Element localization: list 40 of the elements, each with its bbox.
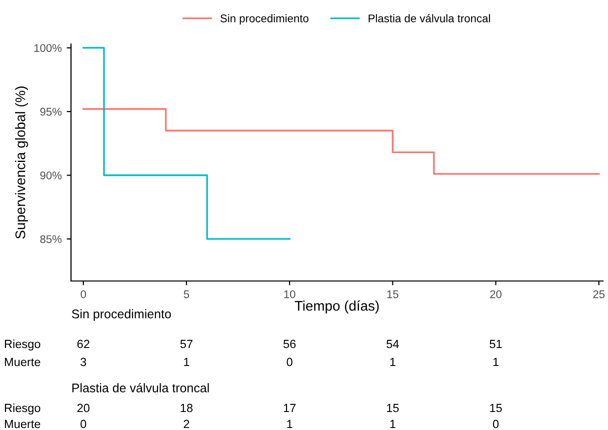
legend-label: Sin procedimiento: [220, 14, 308, 25]
y-tick-label: 100%: [34, 44, 62, 52]
text: Muerte: [4, 420, 40, 428]
text: 57: [180, 340, 192, 348]
text: 1: [287, 420, 292, 428]
x-tick-label: 0: [80, 290, 86, 298]
text: 54: [386, 340, 399, 348]
text: 56: [283, 340, 296, 348]
text: 62: [77, 340, 90, 348]
text: 1: [390, 358, 396, 366]
text: 0: [492, 420, 499, 428]
text: Muerte: [4, 358, 40, 366]
text: 18: [180, 404, 193, 412]
text: Sin procedimiento: [72, 309, 171, 321]
text: 1: [184, 358, 190, 366]
text: 2: [184, 420, 190, 428]
x-tick-label: 20: [490, 290, 502, 298]
text: 1: [493, 358, 498, 366]
text: 20: [77, 404, 90, 412]
x-tick-label: 25: [593, 290, 605, 298]
text: 51: [490, 340, 502, 348]
text: 17: [284, 404, 296, 412]
text: 0: [80, 420, 86, 428]
text: 15: [490, 404, 502, 412]
x-axis-title: Tiempo (días): [294, 300, 379, 314]
text: 15: [387, 404, 399, 412]
text: Riesgo: [4, 403, 40, 415]
y-axis-title: Supervivencia global (%): [15, 86, 28, 239]
x-tick-label: 5: [184, 290, 190, 298]
text: 0: [286, 358, 292, 366]
text: Plastia de válvula troncal: [72, 383, 209, 392]
x-tick-label: 10: [284, 290, 296, 298]
text: 3: [80, 358, 86, 366]
y-tick-label: 85%: [40, 235, 62, 244]
text: 1: [390, 420, 396, 428]
text: Riesgo: [4, 339, 40, 351]
y-tick-label: 95%: [40, 108, 62, 116]
legend-label: Plastia de válvula troncal: [368, 14, 490, 22]
y-tick-label: 90%: [40, 172, 62, 180]
x-tick-label: 15: [387, 290, 398, 298]
